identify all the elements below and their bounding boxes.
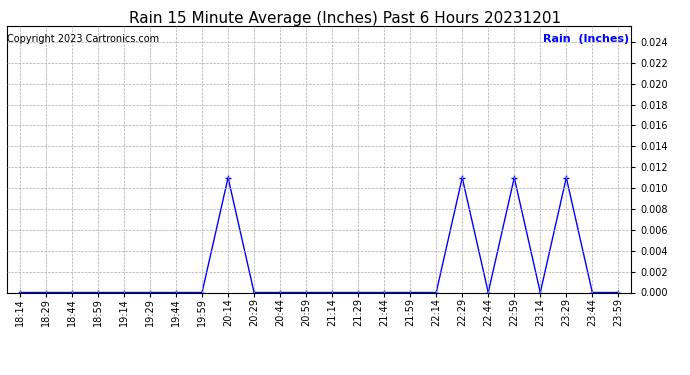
Text: Rain  (Inches): Rain (Inches) (543, 34, 629, 44)
Text: Rain 15 Minute Average (Inches) Past 6 Hours 20231201: Rain 15 Minute Average (Inches) Past 6 H… (129, 11, 561, 26)
Text: Copyright 2023 Cartronics.com: Copyright 2023 Cartronics.com (7, 34, 159, 44)
